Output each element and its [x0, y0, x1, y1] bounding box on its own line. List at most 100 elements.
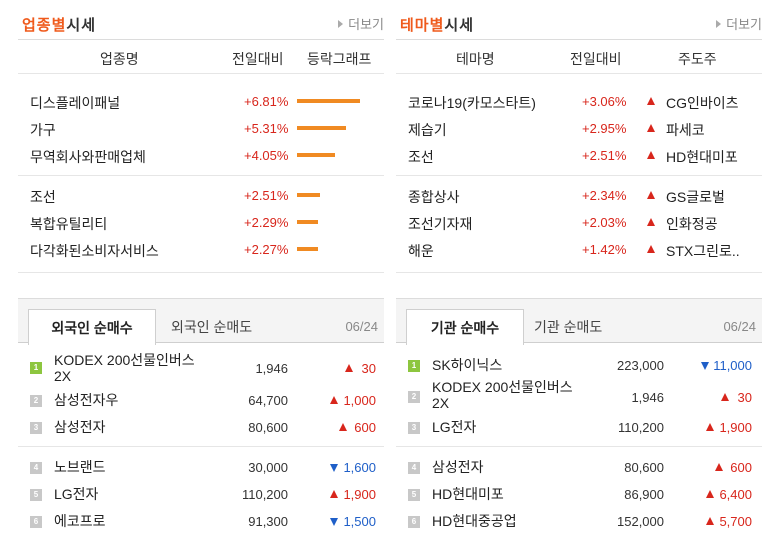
- institution-row[interactable]: 4 삼성전자 80,600 600: [396, 454, 762, 481]
- up-arrow-icon: [647, 97, 655, 105]
- up-arrow-icon: [330, 396, 338, 404]
- institution-row[interactable]: 6 HD현대중공업 152,000 5,700: [396, 508, 762, 535]
- theme-leader[interactable]: 파세코: [666, 122, 705, 138]
- stock-name[interactable]: 삼성전자: [432, 459, 484, 475]
- chevron-right-icon: [716, 20, 722, 28]
- industry-panel: 업종별시세 더보기 업종명 전일대비 등락그래프 디스플레이패널 +6.81% …: [18, 0, 384, 300]
- up-arrow-icon: [721, 393, 729, 401]
- stock-name[interactable]: 삼성전자: [54, 419, 106, 435]
- foreign-row[interactable]: 5 LG전자 110,200 1,900: [18, 481, 384, 508]
- tab-institution-net-buy[interactable]: 기관 순매수: [406, 309, 524, 345]
- stock-name[interactable]: 노브랜드: [54, 459, 106, 475]
- foreign-row[interactable]: 1 KODEX 200선물인버스2X 1,946 30: [18, 352, 384, 384]
- col-change: 전일대비: [232, 51, 284, 67]
- foreign-row[interactable]: 3 삼성전자 80,600 600: [18, 414, 384, 441]
- theme-more-label: 더보기: [726, 17, 762, 32]
- theme-more-link[interactable]: 더보기: [716, 14, 762, 33]
- industry-row[interactable]: 조선 +2.51%: [18, 182, 384, 209]
- theme-name[interactable]: 조선: [408, 149, 434, 165]
- industry-change: +6.81%: [244, 94, 289, 109]
- col-theme-name: 테마명: [456, 51, 495, 67]
- stock-name[interactable]: KODEX 200선물인버스2X: [54, 352, 195, 384]
- theme-leader[interactable]: GS글로벌: [666, 189, 725, 205]
- stock-price: 64,700: [248, 393, 288, 408]
- rank-badge: 6: [30, 516, 42, 528]
- stock-price: 110,200: [241, 487, 288, 502]
- stock-name[interactable]: HD현대중공업: [432, 513, 517, 529]
- down-arrow-icon: [330, 518, 338, 526]
- industry-name[interactable]: 다각화된소비자서비스: [30, 243, 159, 259]
- row-divider: [18, 272, 384, 273]
- theme-name[interactable]: 조선기자재: [408, 216, 473, 232]
- foreign-row[interactable]: 4 노브랜드 30,000 1,600: [18, 454, 384, 481]
- theme-leader[interactable]: STX그린로..: [666, 243, 740, 259]
- industry-title: 업종별시세: [22, 14, 96, 35]
- theme-name[interactable]: 코로나19(카모스타트): [408, 95, 536, 111]
- theme-column-header: 테마명 전일대비 주도주: [396, 40, 762, 74]
- industry-row[interactable]: 복합유틸리티 +2.29%: [18, 209, 384, 236]
- theme-leader[interactable]: HD현대미포: [666, 149, 738, 165]
- stock-price: 30,000: [248, 460, 288, 475]
- stock-name[interactable]: 삼성전자우: [54, 392, 119, 408]
- institution-row[interactable]: 2 KODEX 200선물인버스2X 1,946 30: [396, 379, 762, 413]
- industry-row[interactable]: 디스플레이패널 +6.81%: [18, 88, 384, 115]
- stock-diff: 1,500: [343, 514, 376, 529]
- col-graph: 등락그래프: [307, 51, 372, 67]
- theme-name[interactable]: 종합상사: [408, 189, 460, 205]
- theme-row[interactable]: 제습기 +2.95% 파세코: [396, 115, 762, 142]
- up-arrow-icon: [339, 423, 347, 431]
- chevron-right-icon: [338, 20, 344, 28]
- change-bar: [297, 99, 360, 103]
- industry-name[interactable]: 디스플레이패널: [30, 95, 121, 111]
- stock-name[interactable]: LG전자: [54, 486, 99, 502]
- theme-row[interactable]: 종합상사 +2.34% GS글로벌: [396, 182, 762, 209]
- row-divider: [396, 272, 762, 273]
- institution-row[interactable]: 1 SK하이닉스 223,000 11,000: [396, 352, 762, 379]
- institution-date: 06/24: [723, 319, 756, 334]
- up-arrow-icon: [647, 151, 655, 159]
- industry-row[interactable]: 다각화된소비자서비스 +2.27%: [18, 236, 384, 263]
- theme-leader[interactable]: CG인바이츠: [666, 95, 739, 111]
- tab-institution-net-sell[interactable]: 기관 순매도: [534, 319, 603, 335]
- down-arrow-icon: [701, 362, 709, 370]
- theme-change: +2.95%: [582, 121, 627, 136]
- industry-row[interactable]: 무역회사와판매업체 +4.05%: [18, 142, 384, 169]
- stock-name[interactable]: 에코프로: [54, 513, 106, 529]
- row-divider: [396, 446, 762, 447]
- tab-foreign-net-buy[interactable]: 외국인 순매수: [28, 309, 156, 345]
- foreign-tabs: 외국인 순매수 외국인 순매도 06/24: [18, 298, 384, 345]
- industry-change: +2.29%: [244, 215, 289, 230]
- theme-row[interactable]: 조선기자재 +2.03% 인화정공: [396, 209, 762, 236]
- stock-price: 1,946: [631, 390, 664, 405]
- tab-foreign-net-sell[interactable]: 외국인 순매도: [171, 319, 253, 335]
- stock-diff: 1,600: [343, 460, 376, 475]
- industry-name[interactable]: 복합유틸리티: [30, 216, 108, 232]
- industry-more-link[interactable]: 더보기: [338, 14, 384, 33]
- theme-name[interactable]: 해운: [408, 243, 434, 259]
- theme-name[interactable]: 제습기: [408, 122, 447, 138]
- industry-name[interactable]: 가구: [30, 122, 56, 138]
- stock-name[interactable]: HD현대미포: [432, 486, 504, 502]
- foreign-row[interactable]: 2 삼성전자우 64,700 1,000: [18, 387, 384, 414]
- institution-row[interactable]: 3 LG전자 110,200 1,900: [396, 414, 762, 441]
- industry-name[interactable]: 조선: [30, 189, 56, 205]
- theme-row[interactable]: 조선 +2.51% HD현대미포: [396, 142, 762, 169]
- up-arrow-icon: [715, 463, 723, 471]
- foreign-row[interactable]: 6 에코프로 91,300 1,500: [18, 508, 384, 535]
- theme-leader[interactable]: 인화정공: [666, 216, 718, 232]
- industry-row[interactable]: 가구 +5.31%: [18, 115, 384, 142]
- stock-name[interactable]: LG전자: [432, 419, 477, 435]
- stock-name[interactable]: SK하이닉스: [432, 357, 503, 373]
- theme-panel: 테마별시세 더보기 테마명 전일대비 주도주 코로나19(카모스타트) +3.0…: [396, 0, 762, 300]
- theme-row[interactable]: 해운 +1.42% STX그린로..: [396, 236, 762, 263]
- theme-change: +2.03%: [582, 215, 627, 230]
- stock-name[interactable]: KODEX 200선물인버스2X: [432, 379, 573, 411]
- institution-row[interactable]: 5 HD현대미포 86,900 6,400: [396, 481, 762, 508]
- theme-row[interactable]: 코로나19(카모스타트) +3.06% CG인바이츠: [396, 88, 762, 115]
- industry-title-rest: 시세: [66, 17, 97, 34]
- rank-badge: 4: [408, 462, 420, 474]
- rank-badge: 3: [408, 422, 420, 434]
- theme-change: +1.42%: [582, 242, 627, 257]
- industry-name[interactable]: 무역회사와판매업체: [30, 149, 146, 165]
- stock-price: 110,200: [617, 420, 664, 435]
